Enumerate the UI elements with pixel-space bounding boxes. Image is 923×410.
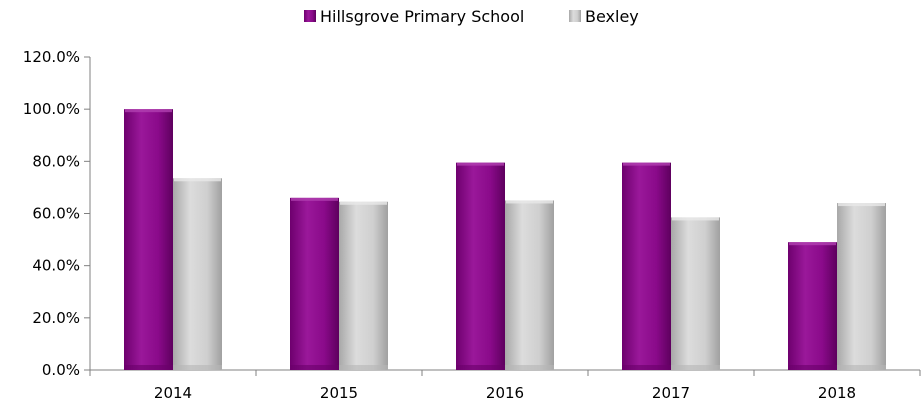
bar-hillsgrove-2016 xyxy=(456,162,505,370)
bar-base-shade xyxy=(173,365,222,370)
legend-label-series-0: Hillsgrove Primary School xyxy=(320,7,524,26)
x-tick-label: 2015 xyxy=(320,384,358,402)
bar-base-shade xyxy=(505,365,554,370)
y-tick-label: 100.0% xyxy=(23,100,80,118)
bar-body xyxy=(456,162,505,370)
legend-swatch-series-0 xyxy=(304,10,316,22)
bar-hillsgrove-2015 xyxy=(290,197,339,370)
x-tick-label: 2016 xyxy=(486,384,524,402)
x-tick-label: 2017 xyxy=(652,384,690,402)
bar-body xyxy=(124,109,173,371)
bar-top-highlight xyxy=(506,200,553,204)
bar-top-highlight xyxy=(789,242,836,246)
bar-body xyxy=(505,200,554,370)
y-tick-label: 60.0% xyxy=(32,205,80,223)
bar-body xyxy=(788,242,837,370)
legend: Hillsgrove Primary School Bexley xyxy=(304,7,639,26)
bar-base-shade xyxy=(788,365,837,370)
bar-top-highlight xyxy=(838,203,885,207)
x-tick-label: 2014 xyxy=(154,384,192,402)
bar-base-shade xyxy=(622,365,671,370)
bar-body xyxy=(837,203,886,370)
x-tick-label: 2018 xyxy=(818,384,856,402)
bar-top-highlight xyxy=(672,217,719,221)
bar-hillsgrove-2018 xyxy=(788,242,837,370)
bar-hillsgrove-2017 xyxy=(622,162,671,370)
bar-base-shade xyxy=(290,365,339,370)
bar-top-highlight xyxy=(457,162,504,166)
y-tick-label: 120.0% xyxy=(23,48,80,66)
bar-top-highlight xyxy=(291,197,338,201)
bar-top-highlight xyxy=(623,162,670,166)
y-tick-label: 0.0% xyxy=(42,361,80,379)
bar-body xyxy=(173,178,222,370)
bar-base-shade xyxy=(671,365,720,370)
legend-swatch-series-1 xyxy=(569,10,581,22)
x-axis-labels: 2014 2015 2016 2017 2018 xyxy=(154,384,856,402)
bar-body xyxy=(622,162,671,370)
bar-top-highlight xyxy=(174,178,221,182)
y-axis-labels: 0.0% 20.0% 40.0% 60.0% 80.0% 100.0% 120.0% xyxy=(23,48,80,379)
bar-bexley-2014 xyxy=(173,178,222,370)
bar-bexley-2018 xyxy=(837,203,886,370)
bar-base-shade xyxy=(837,365,886,370)
bar-hillsgrove-2014 xyxy=(124,109,173,371)
bars xyxy=(124,109,886,371)
bar-body xyxy=(339,201,388,370)
bar-bexley-2017 xyxy=(671,217,720,370)
bar-body xyxy=(671,217,720,370)
bar-bexley-2015 xyxy=(339,201,388,370)
legend-label-series-1: Bexley xyxy=(585,7,639,26)
bar-base-shade xyxy=(339,365,388,370)
bar-base-shade xyxy=(456,365,505,370)
y-tick-label: 20.0% xyxy=(32,309,80,327)
bar-top-highlight xyxy=(340,201,387,205)
y-tick-label: 80.0% xyxy=(32,152,80,170)
bar-body xyxy=(290,197,339,370)
y-tick-label: 40.0% xyxy=(32,257,80,275)
bar-top-highlight xyxy=(125,109,172,113)
bar-bexley-2016 xyxy=(505,200,554,370)
bar-base-shade xyxy=(124,365,173,370)
